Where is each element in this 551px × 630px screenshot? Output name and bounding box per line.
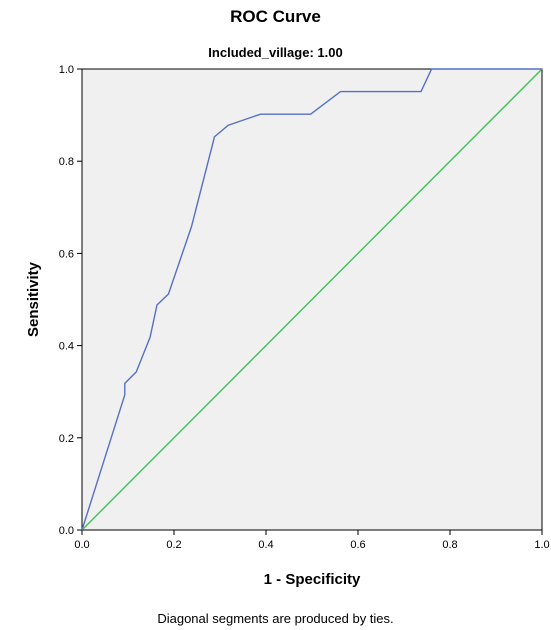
x-tick-label: 1.0 bbox=[534, 539, 549, 551]
x-tick-label: 0.4 bbox=[258, 539, 273, 551]
y-tick-label: 0.4 bbox=[59, 341, 74, 353]
y-axis-label: Sensitivity bbox=[25, 261, 42, 337]
roc-curve-line bbox=[81, 68, 542, 531]
roc-chart: 0.0 0.2 0.4 0.6 0.8 1.0 0.0 0.2 0.4 0.6 0.8 1.0 1 -… bbox=[25, 64, 550, 588]
x-tick-label: 0.2 bbox=[166, 539, 181, 551]
y-tick-label: 0.0 bbox=[59, 525, 74, 537]
reference-diagonal-line bbox=[81, 68, 543, 531]
chart-subtitle: Included_village: 1.00 bbox=[208, 45, 343, 60]
y-tick-label: 0.6 bbox=[59, 248, 74, 260]
x-tick-label: 0.6 bbox=[350, 539, 365, 551]
y-tick-label: 0.8 bbox=[59, 156, 74, 168]
x-axis-label: 1 - Specificity bbox=[264, 571, 361, 588]
y-tick-label: 1.0 bbox=[59, 64, 74, 76]
x-tick-label: 0.8 bbox=[442, 539, 457, 551]
x-tick-label: 0.0 bbox=[74, 539, 89, 551]
chart-footnote: Diagonal segments are produced by ties. bbox=[157, 611, 394, 626]
chart-title: ROC Curve bbox=[230, 7, 321, 26]
y-tick-label: 0.2 bbox=[59, 433, 74, 445]
